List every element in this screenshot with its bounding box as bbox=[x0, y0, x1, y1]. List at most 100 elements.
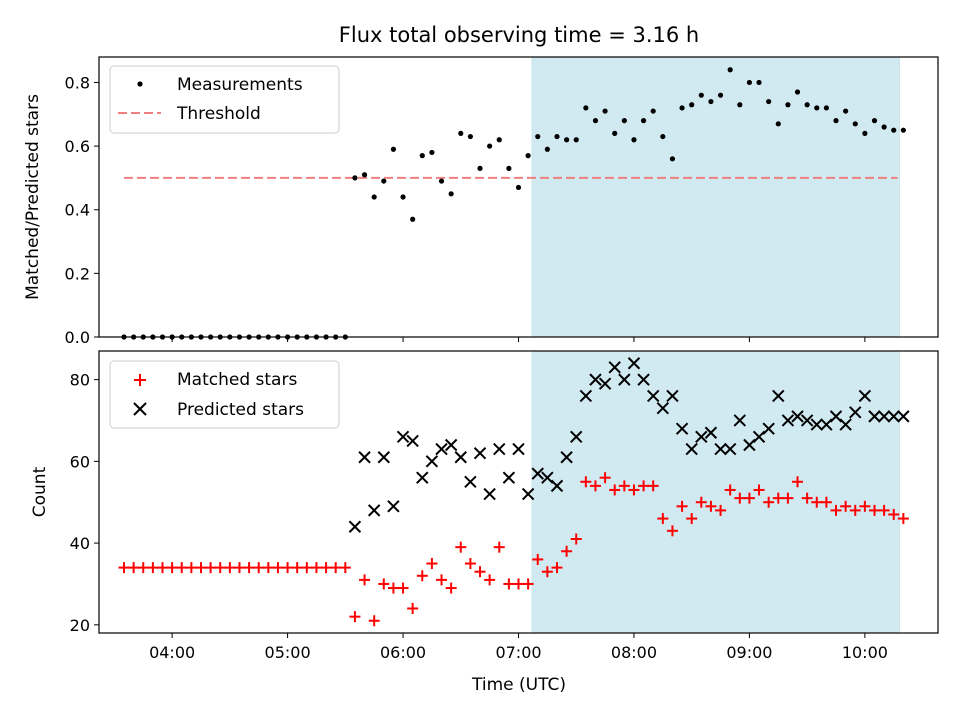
matched-star-point bbox=[330, 562, 342, 574]
matched-star-point bbox=[214, 562, 226, 574]
matched-star-point bbox=[897, 513, 909, 525]
measurement-point bbox=[525, 153, 531, 159]
matched-star-point bbox=[657, 513, 669, 525]
measurement-point bbox=[477, 165, 483, 171]
bottom-x-axis: 04:00 05:00 06:00 07:00 08:00 09:00 10:00 bbox=[149, 633, 888, 662]
top-y-tick-label: 0.4 bbox=[65, 201, 90, 220]
measurement-point bbox=[352, 175, 358, 181]
matched-star-point bbox=[176, 562, 188, 574]
predicted-star-point bbox=[877, 410, 891, 423]
matched-star-point bbox=[445, 582, 457, 594]
matched-star-point bbox=[128, 562, 140, 574]
measurement-point bbox=[891, 127, 897, 133]
predicted-star-point bbox=[493, 442, 506, 456]
measurement-point bbox=[448, 191, 454, 197]
matched-star-point bbox=[532, 553, 544, 565]
top-y-axis: 0.0 0.2 0.4 0.6 0.8 bbox=[65, 73, 99, 347]
predicted-star-point bbox=[348, 520, 362, 533]
predicted-star-point bbox=[454, 451, 467, 464]
predicted-star-point bbox=[521, 487, 535, 501]
predicted-star-point bbox=[367, 504, 381, 517]
measurement-point bbox=[708, 98, 714, 105]
matched-star-point bbox=[464, 558, 476, 570]
legend-matched-marker bbox=[134, 374, 146, 386]
legend-measurements-label: Measurements bbox=[177, 75, 303, 95]
measurement-point bbox=[679, 105, 685, 111]
x-tick-label: 06:00 bbox=[380, 643, 426, 662]
matched-star-point bbox=[715, 504, 727, 516]
legend-predicted-marker bbox=[133, 402, 147, 416]
measurement-point bbox=[410, 216, 416, 222]
predicted-star-point bbox=[772, 389, 785, 403]
predicted-star-point bbox=[733, 414, 747, 427]
predicted-star-point bbox=[579, 389, 593, 403]
bottom-panel: 20 40 60 80 04:00 05:00 06:00 07:00 08:00 09:00 1… bbox=[30, 350, 939, 695]
predicted-star-point bbox=[406, 434, 419, 448]
x-tick-label: 08:00 bbox=[611, 643, 657, 662]
matched-star-point bbox=[570, 533, 582, 545]
measurement-point bbox=[361, 172, 368, 178]
predicted-star-point bbox=[714, 442, 727, 456]
predicted-star-point bbox=[820, 418, 833, 431]
matched-star-point bbox=[407, 602, 419, 614]
measurement-point bbox=[871, 118, 878, 124]
legend-predicted-label: Predicted stars bbox=[177, 400, 304, 420]
predicted-star-point bbox=[425, 455, 439, 468]
measurement-point bbox=[794, 89, 801, 95]
measurement-point bbox=[592, 118, 599, 124]
measurement-point bbox=[756, 79, 762, 86]
top-y-tick-label: 0.0 bbox=[65, 328, 90, 347]
matched-star-point bbox=[541, 566, 553, 578]
measurement-point bbox=[814, 105, 820, 111]
chart-title: Flux total observing time = 3.16 h bbox=[339, 23, 699, 47]
measurement-point bbox=[506, 165, 512, 171]
top-legend: Measurements Threshold bbox=[109, 65, 340, 134]
matched-star-point bbox=[638, 480, 650, 492]
measurement-point bbox=[640, 118, 647, 124]
measurement-point bbox=[737, 102, 743, 108]
legend-measurements-marker bbox=[137, 81, 143, 87]
measurement-point bbox=[612, 130, 618, 136]
matched-star-point bbox=[801, 492, 813, 504]
measurement-point bbox=[496, 137, 502, 143]
matched-star-point bbox=[666, 525, 678, 537]
bottom-y-tick-label: 80 bbox=[70, 371, 90, 390]
bottom-y-axis-label: Count bbox=[30, 466, 50, 517]
matched-star-point bbox=[551, 562, 563, 574]
matched-star-point bbox=[262, 562, 274, 574]
matched-star-point bbox=[166, 562, 178, 574]
matched-star-point bbox=[282, 562, 294, 574]
matched-star-point bbox=[320, 562, 332, 574]
measurement-point bbox=[698, 92, 704, 98]
measurement-point bbox=[775, 121, 781, 127]
matched-star-point bbox=[387, 582, 399, 594]
bottom-y-axis: 20 40 60 80 bbox=[70, 371, 99, 635]
measurement-point bbox=[804, 102, 810, 108]
top-shaded-region bbox=[531, 56, 901, 338]
measurement-point bbox=[689, 102, 695, 108]
bottom-shaded-region bbox=[531, 350, 901, 634]
matched-star-point bbox=[763, 496, 775, 508]
legend-threshold-label: Threshold bbox=[176, 104, 261, 124]
predicted-star-point bbox=[839, 418, 852, 431]
measurement-point bbox=[487, 143, 493, 149]
top-panel: 0.00.20.40.60.8 Matched/Predicted stars … bbox=[23, 56, 939, 347]
predicted-star-point bbox=[608, 361, 621, 374]
bottom-y-tick-label: 20 bbox=[70, 616, 90, 635]
measurement-point bbox=[852, 121, 858, 127]
x-axis-label: Time (UTC) bbox=[471, 675, 566, 695]
legend-matched-label: Matched stars bbox=[177, 370, 297, 390]
measurement-point bbox=[833, 118, 839, 124]
predicted-star-point bbox=[550, 479, 564, 493]
measurement-point bbox=[381, 178, 387, 184]
matched-star-point bbox=[686, 513, 698, 525]
x-tick-label: 07:00 bbox=[495, 643, 541, 662]
measurement-point bbox=[390, 146, 397, 152]
predicted-star-point bbox=[849, 406, 862, 419]
matched-star-point bbox=[243, 562, 255, 574]
top-y-tick-label: 0.2 bbox=[65, 264, 90, 283]
matched-star-point bbox=[426, 558, 438, 570]
measurement-point bbox=[669, 156, 676, 162]
matched-star-point bbox=[291, 562, 303, 574]
matched-star-point bbox=[359, 574, 371, 586]
